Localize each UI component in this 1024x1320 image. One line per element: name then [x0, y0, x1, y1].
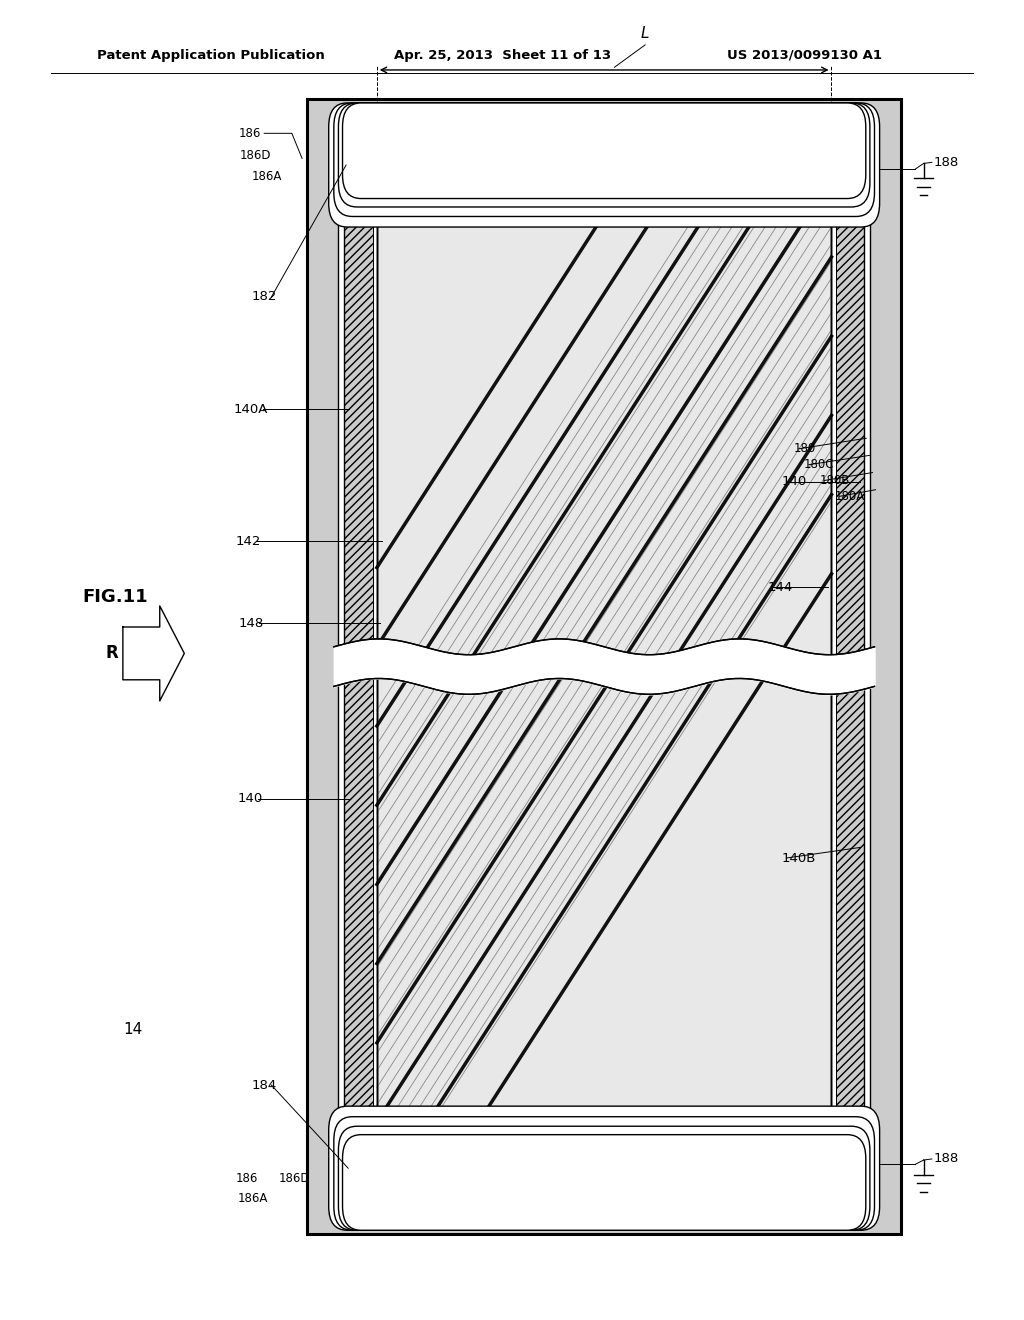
Bar: [344, 121, 864, 206]
Text: 180: 180: [794, 442, 816, 455]
FancyBboxPatch shape: [338, 1126, 869, 1230]
Text: Apr. 25, 2013  Sheet 11 of 13: Apr. 25, 2013 Sheet 11 of 13: [394, 49, 611, 62]
FancyBboxPatch shape: [334, 1117, 874, 1230]
Bar: [338, 119, 870, 211]
Text: 188: 188: [934, 156, 959, 169]
Bar: [373, 211, 377, 1122]
Bar: [338, 119, 870, 1214]
Text: 142: 142: [236, 535, 261, 548]
Text: R: R: [105, 644, 118, 663]
Text: 140A: 140A: [233, 403, 268, 416]
Text: 182: 182: [251, 290, 276, 304]
Bar: [338, 1122, 870, 1214]
Bar: [377, 211, 831, 1122]
Text: FIG.11: FIG.11: [82, 587, 147, 606]
Text: 186: 186: [236, 1172, 258, 1185]
Bar: [307, 99, 901, 1234]
Text: 148: 148: [239, 616, 264, 630]
Text: 186D: 186D: [240, 149, 271, 162]
Text: L: L: [641, 26, 649, 41]
Text: 14: 14: [123, 1022, 142, 1038]
Bar: [344, 1125, 864, 1209]
FancyBboxPatch shape: [329, 1106, 880, 1230]
Text: 186: 186: [239, 127, 261, 140]
FancyBboxPatch shape: [342, 103, 865, 198]
FancyBboxPatch shape: [329, 103, 880, 227]
Text: 180A: 180A: [835, 490, 865, 503]
Text: 140: 140: [781, 475, 807, 488]
Text: 184: 184: [251, 1078, 276, 1092]
Polygon shape: [123, 606, 184, 701]
Bar: [344, 211, 373, 1122]
Text: 186A: 186A: [238, 1192, 268, 1205]
Bar: [377, 211, 831, 1122]
FancyBboxPatch shape: [334, 103, 874, 216]
Text: 140B: 140B: [781, 851, 816, 865]
FancyBboxPatch shape: [338, 103, 869, 207]
Bar: [831, 211, 836, 1122]
Text: US 2013/0099130 A1: US 2013/0099130 A1: [727, 49, 882, 62]
Text: 140: 140: [238, 792, 263, 805]
Text: 188: 188: [934, 1152, 959, 1166]
Text: 144: 144: [768, 581, 794, 594]
FancyBboxPatch shape: [342, 1135, 865, 1230]
Text: 186A: 186A: [251, 170, 282, 183]
Text: 186D: 186D: [279, 1172, 310, 1185]
Bar: [836, 211, 864, 1122]
Text: Patent Application Publication: Patent Application Publication: [97, 49, 325, 62]
Text: 180B: 180B: [819, 474, 850, 487]
Text: 180C: 180C: [804, 458, 835, 471]
